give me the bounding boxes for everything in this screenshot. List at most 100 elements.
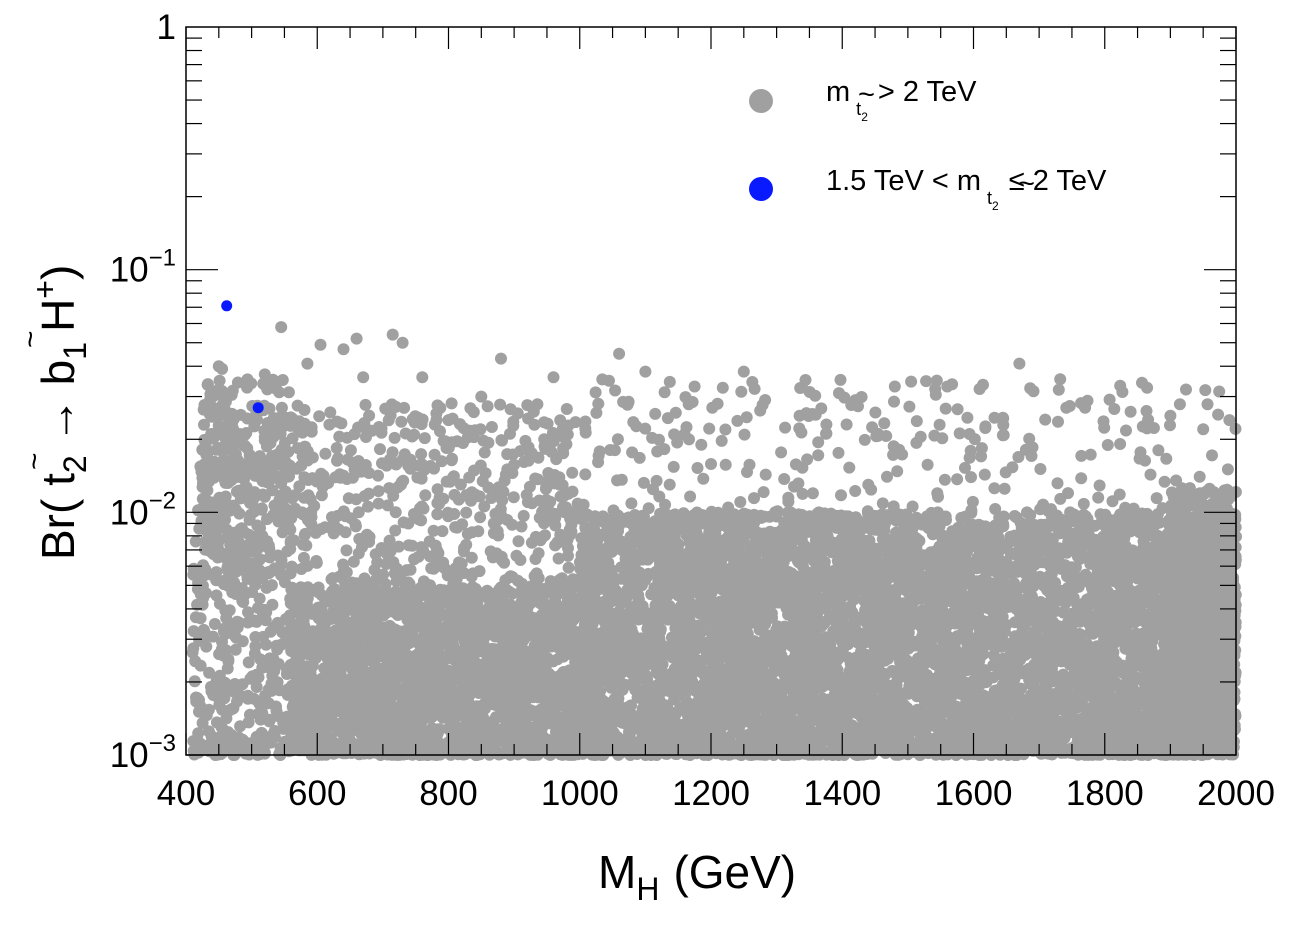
data-point-gray [215, 403, 227, 416]
data-point-gray [466, 526, 479, 539]
data-point-gray [951, 473, 964, 486]
data-point-gray [978, 468, 991, 481]
data-point-gray [539, 482, 552, 495]
data-point-gray [243, 450, 256, 463]
data-point-gray [340, 544, 353, 557]
data-point-gray [418, 432, 431, 445]
data-point-gray [667, 460, 680, 473]
data-point-gray [474, 511, 487, 524]
data-point-gray [579, 468, 592, 481]
data-point-gray [668, 428, 681, 441]
data-point-gray [834, 373, 847, 386]
data-point-gray [556, 430, 569, 443]
data-point-gray [579, 426, 592, 439]
data-point-gray [1051, 477, 1064, 490]
data-point-gray [778, 473, 791, 485]
data-point-gray [360, 431, 372, 443]
data-point-gray [219, 552, 232, 564]
data-point-gray [507, 491, 520, 504]
data-point-gray [1063, 400, 1076, 412]
data-point-gray [611, 433, 624, 446]
data-point-gray [849, 485, 862, 497]
data-point-gray [809, 389, 822, 402]
data-point-gray [313, 410, 326, 423]
data-point-gray [238, 439, 251, 452]
data-point-gray [202, 725, 215, 738]
data-point-gray [275, 558, 288, 571]
data-point-gray [249, 578, 262, 591]
data-point-gray [477, 434, 490, 447]
data-point-gray [198, 625, 211, 638]
data-point-gray [204, 737, 217, 750]
data-point-gray [796, 487, 809, 500]
data-point-gray [358, 531, 371, 544]
data-point-gray [1193, 470, 1206, 483]
data-point-gray [627, 416, 640, 429]
data-point-gray [352, 421, 365, 434]
data-point-gray [1101, 439, 1114, 451]
data-point-gray [592, 397, 605, 410]
data-point-gray [211, 384, 224, 397]
data-point-gray [680, 421, 693, 434]
data-point-gray [372, 485, 385, 498]
data-point-gray [734, 496, 747, 508]
data-point-gray [280, 503, 293, 516]
data-point-gray [881, 470, 893, 483]
data-point-gray [369, 548, 382, 561]
data-point-gray [335, 417, 348, 430]
data-point-gray [234, 689, 247, 702]
data-point-gray [494, 398, 507, 411]
data-point-gray [418, 462, 431, 475]
data-point-gray [1114, 438, 1127, 450]
data-point-gray [939, 402, 952, 415]
data-point-gray [695, 438, 708, 451]
data-point-gray [200, 494, 213, 506]
data-point-gray [997, 419, 1010, 431]
data-point-gray [467, 406, 480, 419]
data-point-gray [441, 569, 454, 582]
data-point-gray [276, 421, 289, 434]
data-point-gray [876, 497, 889, 510]
data-point-gray [1180, 383, 1192, 396]
data-point-gray [1124, 405, 1137, 418]
data-point-gray [669, 406, 682, 419]
data-point-gray [333, 468, 346, 481]
data-point-gray [521, 496, 534, 509]
data-point-gray [501, 463, 514, 476]
data-point-gray [1039, 413, 1052, 426]
data-point-gray [271, 676, 284, 689]
data-point-gray [446, 452, 458, 465]
data-point-gray [252, 602, 264, 614]
data-point-gray [298, 529, 311, 542]
data-point-gray [191, 598, 204, 611]
data-point-gray [222, 655, 235, 668]
data-point-gray [557, 501, 569, 514]
data-point-gray [229, 643, 242, 656]
data-point-gray [719, 423, 732, 436]
data-point-gray [715, 434, 728, 447]
data-point-gray [406, 413, 419, 426]
data-point-gray [703, 422, 716, 435]
data-point-gray [558, 489, 571, 502]
data-point-gray [562, 561, 575, 574]
data-point-gray [401, 453, 414, 466]
data-point-gray [921, 458, 934, 471]
data-point-gray [795, 426, 808, 439]
data-point-gray [565, 525, 578, 538]
data-point-gray [517, 509, 530, 522]
data-point-gray [812, 449, 825, 462]
data-point-gray [515, 520, 528, 533]
data-point-gray [223, 604, 236, 617]
data-point-gray [189, 611, 202, 624]
data-point-gray [812, 436, 825, 449]
data-point-gray [1034, 503, 1047, 516]
data-point-gray [402, 517, 415, 530]
data-point-gray [224, 538, 237, 551]
data-point-gray [1092, 491, 1105, 504]
data-point-gray [341, 453, 354, 466]
data-point-gray [372, 497, 385, 510]
data-point-gray [663, 478, 676, 491]
data-point-gray [929, 388, 942, 401]
data-point-gray [465, 551, 478, 564]
